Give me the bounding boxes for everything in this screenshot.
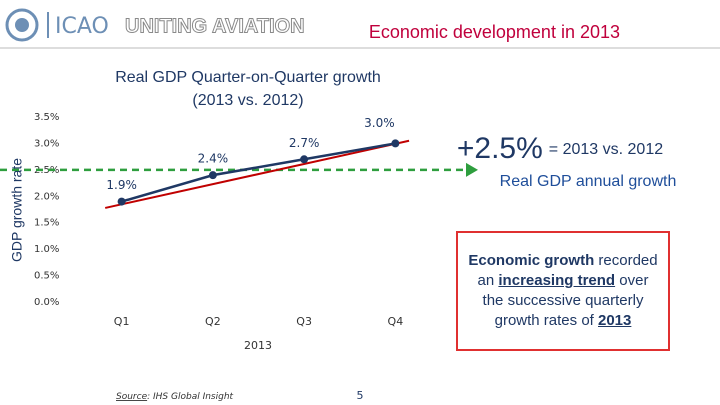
- y-axis-label: GDP growth rate: [9, 158, 25, 262]
- slogan: UNITING AVIATION: [125, 15, 305, 37]
- logo: [15, 18, 29, 32]
- logo: [5, 8, 39, 42]
- box-text-part: recorded an: [477, 252, 662, 289]
- trend-line: [104, 139, 410, 209]
- y-tick-label: 3.0%: [34, 138, 59, 149]
- value-label: 2.7%: [289, 136, 320, 150]
- box-text-part: increasing trend: [498, 272, 616, 289]
- box-text-part: Economic growth: [468, 252, 595, 269]
- x-tick-label: Q2: [205, 315, 221, 328]
- value-label: 1.9%: [106, 178, 137, 192]
- box-text-part: 2013: [598, 312, 632, 329]
- value-label: 2.4%: [198, 152, 229, 166]
- marker: [117, 197, 126, 206]
- y-tick-label: 0.5%: [34, 271, 59, 282]
- y-tick-label: 1.5%: [34, 218, 59, 229]
- y-tick-label: 2.0%: [34, 191, 59, 202]
- org-name: ICAO: [55, 14, 109, 39]
- y-tick-label: 1.0%: [34, 244, 59, 255]
- text-box: Economic growth recorded an increasing t…: [456, 231, 670, 351]
- box-text-part: over the successive quarterly growth rat…: [482, 272, 653, 329]
- x-tick-label: Q1: [114, 315, 130, 328]
- chart-title: Real GDP Quarter-on-Quarter growth: [115, 69, 381, 86]
- reference-arrow: [466, 162, 478, 177]
- x-tick-label: Q3: [296, 315, 312, 328]
- chart-title: (2013 vs. 2012): [192, 92, 303, 109]
- slide-title: Economic development in 2013: [369, 22, 620, 42]
- y-tick-label: 2.5%: [34, 165, 59, 176]
- x-tick-label: Q4: [388, 315, 404, 328]
- y-tick-label: 0.0%: [34, 297, 59, 308]
- box-text: Economic growth recorded an increasing t…: [466, 251, 660, 331]
- value-label: 3.0%: [364, 116, 395, 130]
- series-line: [121, 142, 396, 203]
- highlight: +2.5% = 2013 vs. 2012: [457, 132, 663, 165]
- page-number: 5: [357, 389, 364, 402]
- y-tick-label: 3.5%: [34, 112, 59, 123]
- marker: [208, 171, 217, 180]
- marker: [300, 155, 309, 164]
- marker: [391, 139, 400, 148]
- highlight-caption: Real GDP annual growth: [500, 173, 677, 190]
- x-axis-label: 2013: [244, 339, 272, 352]
- source: Source: IHS Global Insight: [116, 392, 234, 402]
